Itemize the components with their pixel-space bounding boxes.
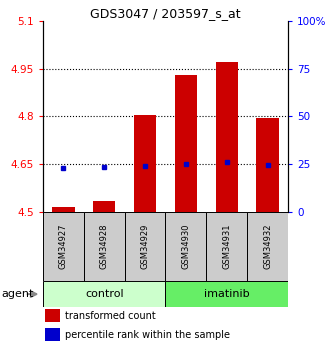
Bar [93, 201, 116, 212]
Text: GSM34931: GSM34931 [222, 224, 231, 269]
Bar [215, 62, 238, 212]
Bar [256, 118, 279, 212]
Bar [84, 212, 125, 281]
Bar [247, 212, 288, 281]
Text: percentile rank within the sample: percentile rank within the sample [65, 330, 230, 339]
Bar [125, 212, 166, 281]
Text: GSM34929: GSM34929 [141, 224, 150, 269]
Text: imatinib: imatinib [204, 289, 250, 299]
Text: GSM34927: GSM34927 [59, 224, 68, 269]
Text: GSM34930: GSM34930 [181, 224, 190, 269]
Bar [166, 281, 288, 307]
Bar [45, 309, 60, 322]
Bar [45, 328, 60, 341]
Title: GDS3047 / 203597_s_at: GDS3047 / 203597_s_at [90, 7, 241, 20]
Bar [175, 75, 197, 212]
Bar [206, 212, 247, 281]
Bar [166, 212, 206, 281]
Bar [43, 281, 166, 307]
Bar [52, 207, 75, 212]
Text: agent: agent [2, 289, 34, 299]
Text: control: control [85, 289, 123, 299]
Bar [43, 212, 84, 281]
Bar [134, 115, 156, 212]
Text: GSM34928: GSM34928 [100, 224, 109, 269]
Text: GSM34932: GSM34932 [263, 224, 272, 269]
Text: transformed count: transformed count [65, 311, 156, 321]
